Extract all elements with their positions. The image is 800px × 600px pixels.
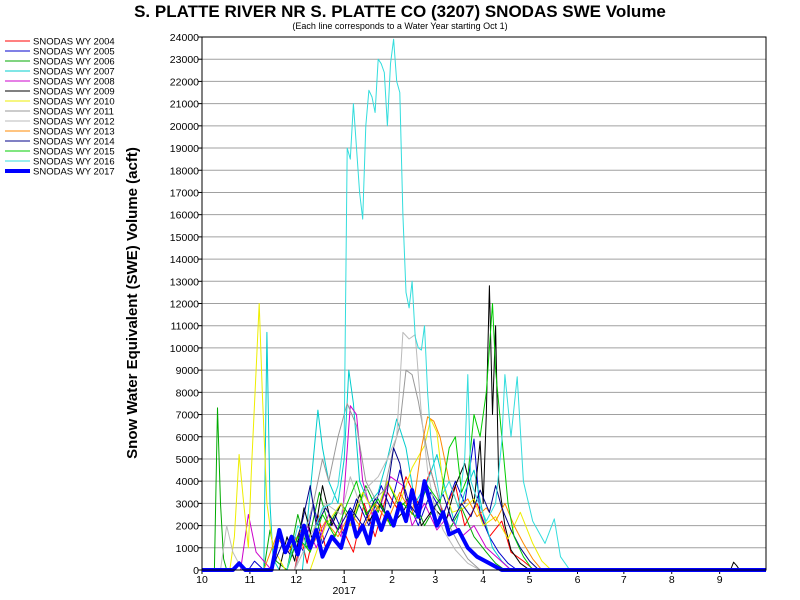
y-tick-label: 6000 [176, 432, 200, 444]
x-tick-label: 1 [341, 574, 347, 586]
plot-area [202, 38, 767, 572]
legend-entry: SNODAS WY 2010 [33, 97, 115, 108]
series-line-snodas-wy-2017 [202, 479, 766, 572]
series-line-snodas-wy-2015 [202, 303, 766, 571]
x-tick-label: 11 [244, 574, 255, 586]
y-tick-label: 4000 [176, 476, 200, 488]
x-year-label: 2017 [332, 585, 356, 597]
x-tick-label: 2 [389, 574, 395, 586]
legend-entry: SNODAS WY 2011 [33, 107, 114, 118]
chart-subtitle: (Each line corresponds to a Water Year s… [292, 21, 507, 31]
y-tick-label: 23000 [170, 54, 199, 66]
y-tick-label: 3000 [176, 498, 200, 510]
y-tick-label: 13000 [170, 276, 199, 288]
y-tick-label: 7000 [176, 410, 200, 422]
y-tick-label: 2000 [176, 521, 200, 533]
series-line-snodas-wy-2009 [202, 285, 767, 571]
series-line-snodas-wy-2007 [202, 331, 766, 571]
x-tick-label: 3 [432, 574, 438, 586]
legend-entry: SNODAS WY 2014 [33, 137, 115, 148]
y-tick-label: 11000 [171, 321, 200, 333]
x-tick-label: 9 [717, 574, 723, 586]
series-line-snodas-wy-2012 [202, 331, 766, 571]
x-tick-label: 10 [196, 574, 208, 586]
chart-title: S. PLATTE RIVER NR S. PLATTE CO (3207) S… [134, 2, 666, 21]
legend-entry: SNODAS WY 2013 [33, 127, 115, 138]
x-tick-label: 7 [621, 574, 627, 586]
y-tick-label: 10000 [170, 343, 199, 355]
y-tick-label: 20000 [170, 121, 199, 133]
y-tick-label: 21000 [170, 99, 199, 111]
legend-entry: SNODAS WY 2004 [33, 37, 115, 48]
legend-entry: SNODAS WY 2006 [33, 57, 115, 68]
y-tick-label: 22000 [170, 76, 199, 88]
legend-entry: SNODAS WY 2008 [33, 77, 115, 88]
legend-entry: SNODAS WY 2012 [33, 117, 115, 128]
y-tick-label: 18000 [170, 165, 199, 177]
x-tick-label: 4 [480, 574, 486, 586]
y-tick-label: 12000 [170, 299, 199, 311]
y-tick-label: 16000 [170, 210, 199, 222]
y-tick-label: 8000 [176, 387, 200, 399]
y-tick-label: 9000 [176, 365, 200, 377]
y-tick-label: 5000 [176, 454, 200, 466]
x-tick-label: 6 [575, 574, 581, 586]
y-tick-label: 17000 [170, 187, 199, 199]
plot-frame [201, 36, 767, 571]
y-tick-label: 24000 [170, 32, 199, 44]
legend-entry: SNODAS WY 2016 [33, 157, 115, 168]
y-tick-label: 1000 [176, 543, 200, 555]
x-tick-label: 12 [290, 574, 302, 586]
y-tick-label: 0 [193, 565, 199, 577]
legend-entry: SNODAS WY 2017 [33, 167, 115, 178]
legend-entry: SNODAS WY 2015 [33, 147, 115, 158]
y-axis-label: Snow Water Equivalent (SWE) Volume (acft… [124, 147, 141, 459]
y-tick-label: 14000 [170, 254, 199, 266]
series-line-snodas-wy-2016 [202, 38, 766, 571]
legend-entry: SNODAS WY 2009 [33, 87, 115, 98]
x-tick-label: 8 [669, 574, 675, 586]
legend-entry: SNODAS WY 2005 [33, 47, 115, 58]
x-tick-label: 5 [527, 574, 533, 586]
y-tick-label: 19000 [170, 143, 199, 155]
y-axis-ticks: 0 1000 2000 3000 4000 5000 6000 7000 8000 9000 100… [170, 32, 202, 577]
y-tick-label: 15000 [170, 232, 199, 244]
legend-entry: SNODAS WY 2007 [33, 67, 115, 78]
